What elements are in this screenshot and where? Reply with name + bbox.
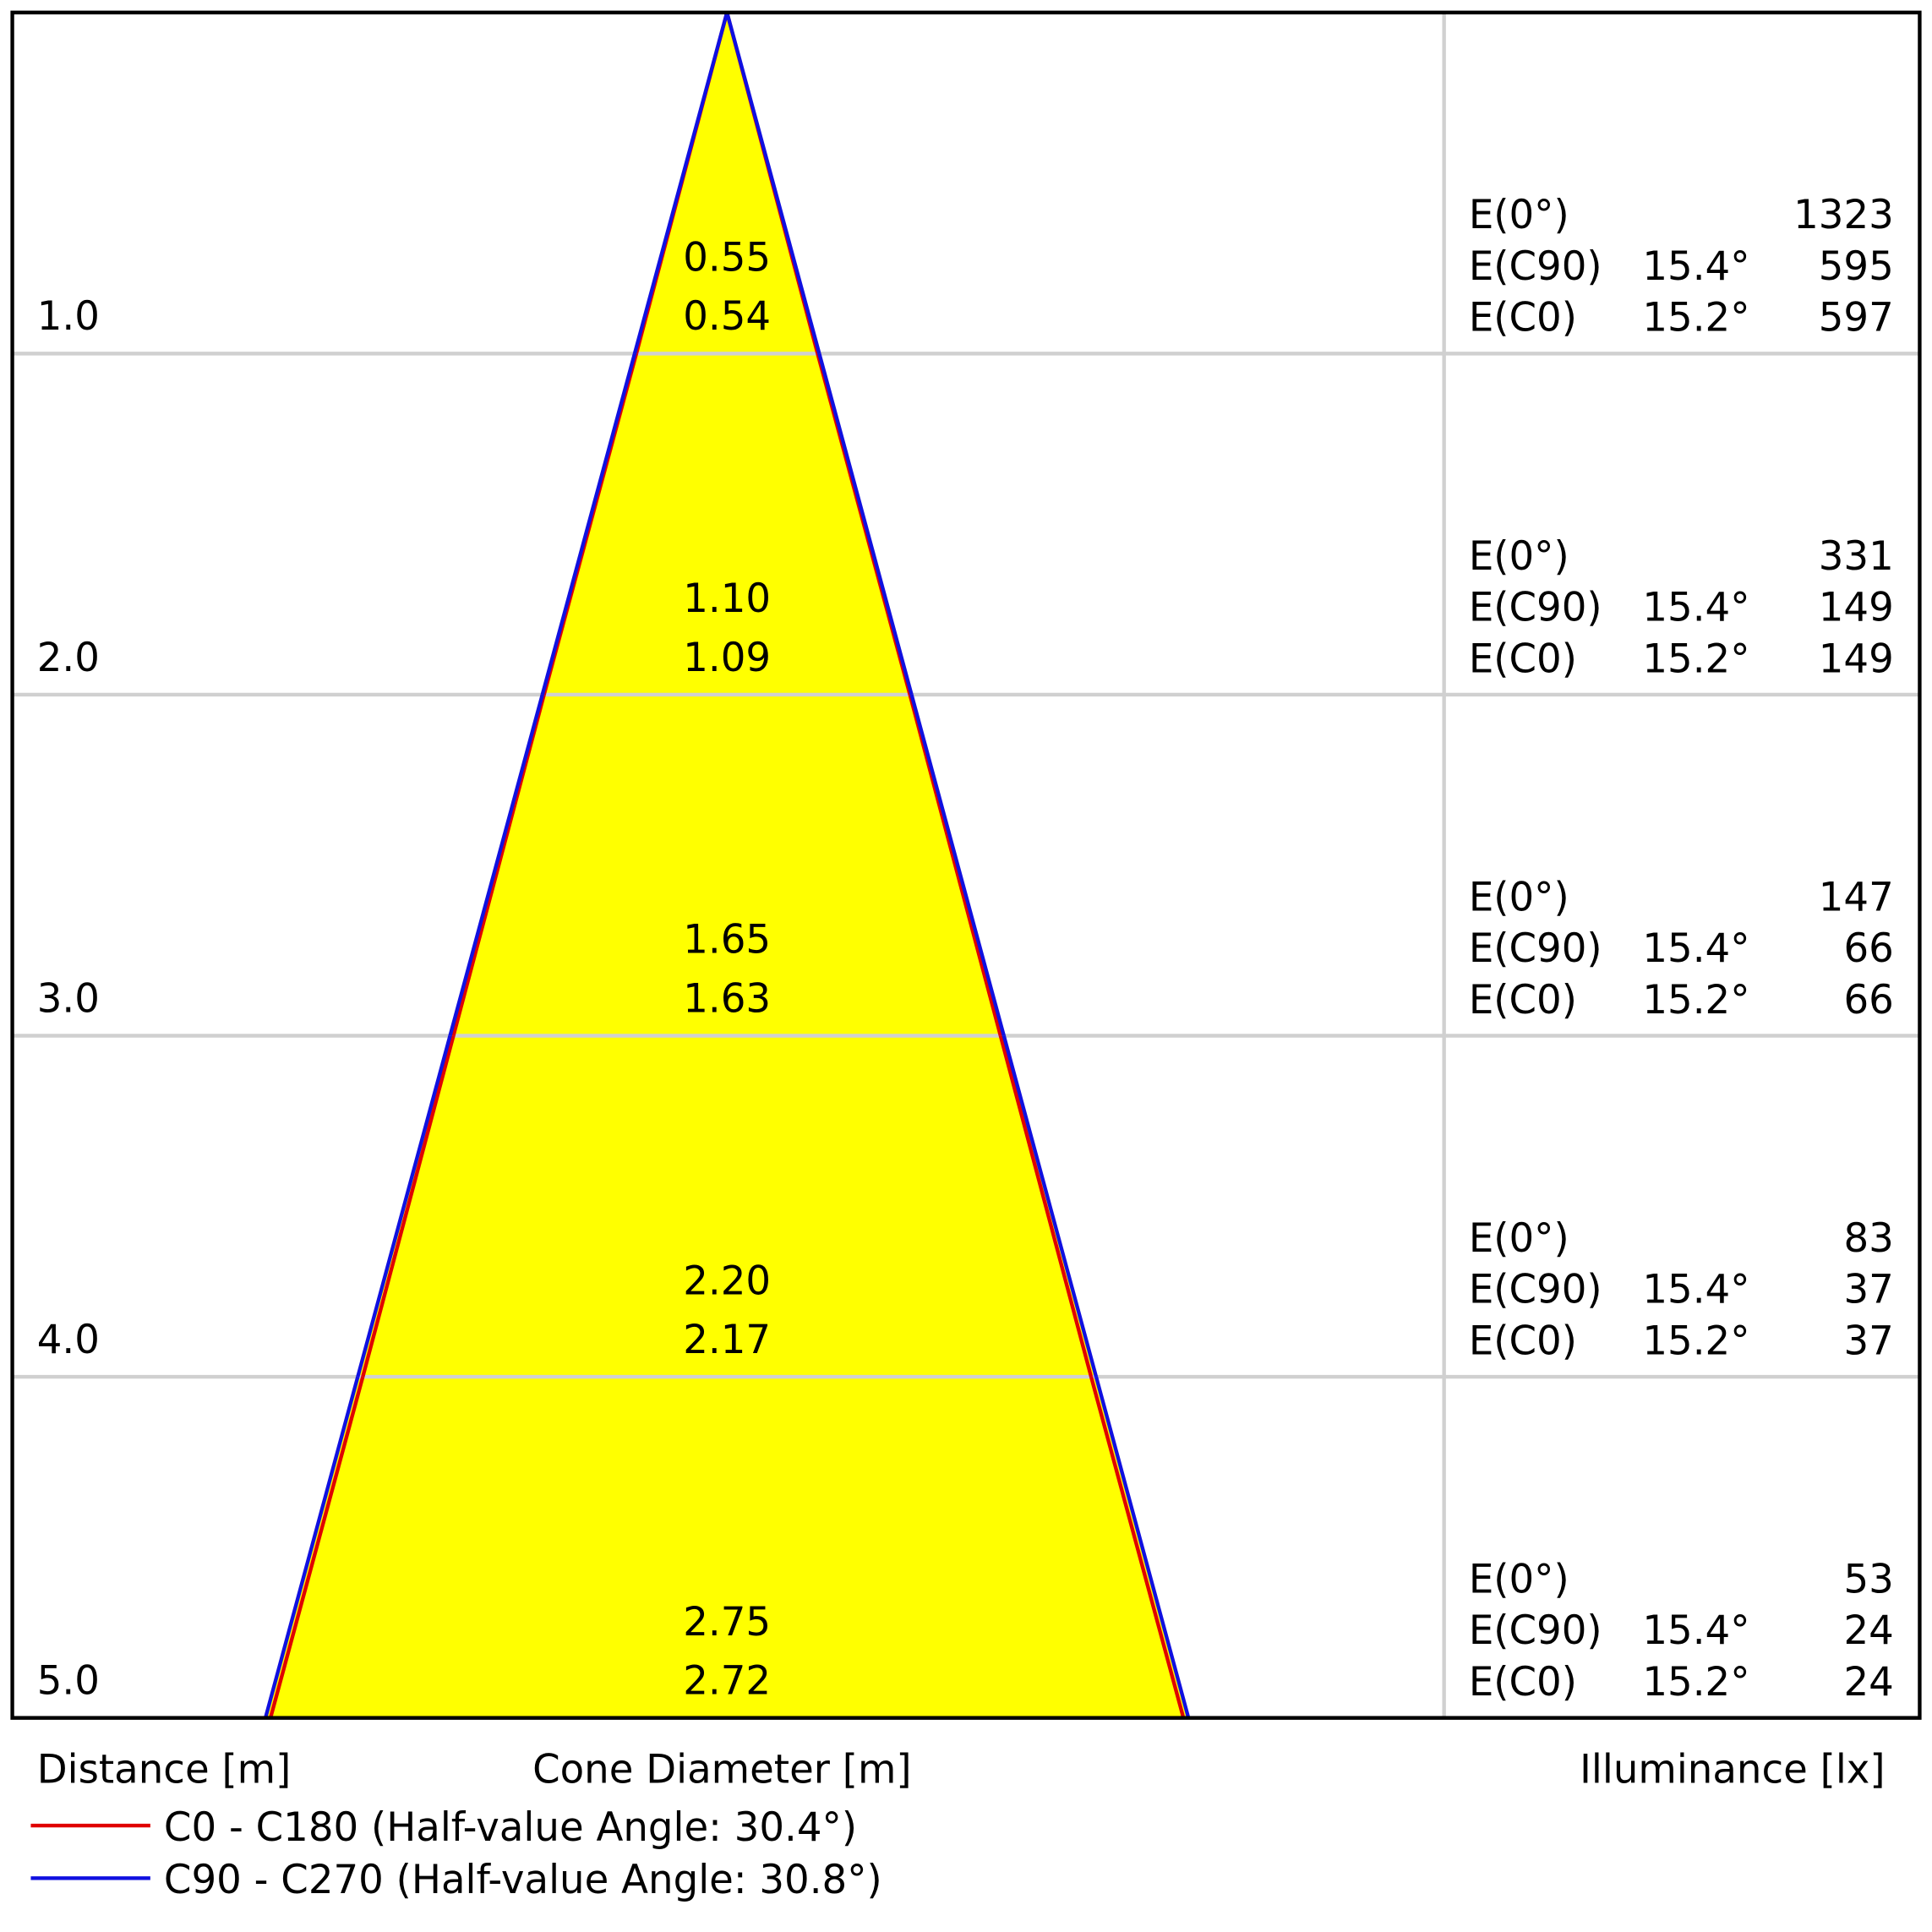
- illuminance-name: E(C90): [1469, 925, 1602, 972]
- cone-edge: [540, 352, 637, 696]
- illuminance-value: 66: [1843, 925, 1893, 972]
- distance-label: 5.0: [37, 1657, 100, 1704]
- illuminance-name: E(0°): [1469, 532, 1569, 579]
- illuminance-angle: 15.2°: [1642, 1318, 1749, 1364]
- diameter-label: 2.75: [683, 1599, 771, 1645]
- cone-edge: [361, 1034, 456, 1378]
- illuminance-value: 1323: [1793, 192, 1894, 238]
- diameter-label: 1.63: [683, 975, 771, 1022]
- legend-label: C90 - C270 (Half-value Angle: 30.8°): [164, 1857, 882, 1903]
- illuminance-name: E(C90): [1469, 1266, 1602, 1313]
- illuminance-name: E(0°): [1469, 1556, 1569, 1602]
- cone-edge: [817, 352, 914, 696]
- cone-edge: [268, 1376, 365, 1719]
- illuminance-value: 149: [1819, 636, 1894, 682]
- illuminance-name: E(0°): [1469, 192, 1569, 238]
- illuminance-name: E(0°): [1469, 1215, 1569, 1262]
- illuminance-name: E(C0): [1469, 294, 1577, 341]
- cone-edge: [998, 1034, 1094, 1378]
- illuminance-name: E(0°): [1469, 874, 1569, 920]
- y-axis-label: Distance [m]: [37, 1746, 292, 1793]
- illuminance-value: 53: [1843, 1556, 1893, 1602]
- diameter-label: 2.20: [683, 1258, 771, 1304]
- cone-edge: [263, 1376, 360, 1719]
- illuminance-value: 37: [1843, 1266, 1893, 1313]
- cone-edge: [725, 12, 821, 354]
- illuminance-label: Illuminance [lx]: [1580, 1746, 1885, 1793]
- diameter-label: 1.65: [683, 916, 771, 963]
- illuminance-name: E(C0): [1469, 1659, 1577, 1706]
- distance-label: 1.0: [37, 293, 100, 340]
- illuminance-angle: 15.2°: [1642, 977, 1749, 1023]
- cone-edge: [908, 694, 1002, 1037]
- illuminance-angle: 15.4°: [1642, 925, 1749, 972]
- illuminance-name: E(C90): [1469, 584, 1602, 630]
- diameter-label: 2.17: [683, 1317, 771, 1363]
- diameter-label: 0.55: [683, 234, 771, 281]
- cone-edge: [632, 12, 729, 354]
- illuminance-name: E(C0): [1469, 1318, 1577, 1364]
- illuminance-angle: 15.2°: [1642, 636, 1749, 682]
- illuminance-angle: 15.4°: [1642, 1607, 1749, 1654]
- illuminance-angle: 15.4°: [1642, 243, 1749, 290]
- diameter-label: 0.54: [683, 293, 771, 340]
- distance-label: 2.0: [37, 634, 100, 680]
- diameter-label: 1.10: [683, 576, 771, 622]
- illuminance-name: E(C0): [1469, 977, 1577, 1023]
- illuminance-value: 331: [1819, 532, 1894, 579]
- cone-fill: [265, 12, 1189, 1718]
- illuminance-value: 83: [1843, 1215, 1893, 1262]
- illuminance-value: 597: [1819, 294, 1894, 341]
- frame: [10, 10, 1922, 1720]
- illuminance-angle: 15.4°: [1642, 584, 1749, 630]
- legend-label: C0 - C180 (Half-value Angle: 30.4°): [164, 1804, 857, 1851]
- illuminance-value: 66: [1843, 977, 1893, 1023]
- illuminance-name: E(C90): [1469, 243, 1602, 290]
- x-axis-label: Cone Diameter [m]: [532, 1746, 912, 1793]
- illuminance-angle: 15.2°: [1642, 294, 1749, 341]
- illuminance-value: 147: [1819, 874, 1894, 920]
- illuminance-angle: 15.2°: [1642, 1659, 1749, 1706]
- illuminance-value: 24: [1843, 1607, 1893, 1654]
- cone-edge: [448, 694, 544, 1037]
- cone-edge: [909, 694, 1006, 1037]
- illuminance-name: E(C0): [1469, 636, 1577, 682]
- diameter-label: 1.09: [683, 634, 771, 680]
- cone-edge: [356, 1034, 452, 1378]
- illuminance-angle: 15.4°: [1642, 1266, 1749, 1313]
- illuminance-value: 149: [1819, 584, 1894, 630]
- illuminance-name: E(C90): [1469, 1607, 1602, 1654]
- cone-edge: [1089, 1376, 1186, 1719]
- cone-edge: [1094, 1376, 1191, 1719]
- illuminance-value: 37: [1843, 1318, 1893, 1364]
- cone-edge: [1001, 1034, 1099, 1378]
- cone-edge: [451, 694, 546, 1037]
- illuminance-value: 24: [1843, 1659, 1893, 1706]
- diameter-label: 2.72: [683, 1657, 771, 1704]
- distance-label: 3.0: [37, 975, 100, 1022]
- illuminance-value: 595: [1819, 243, 1894, 290]
- distance-label: 4.0: [37, 1317, 100, 1363]
